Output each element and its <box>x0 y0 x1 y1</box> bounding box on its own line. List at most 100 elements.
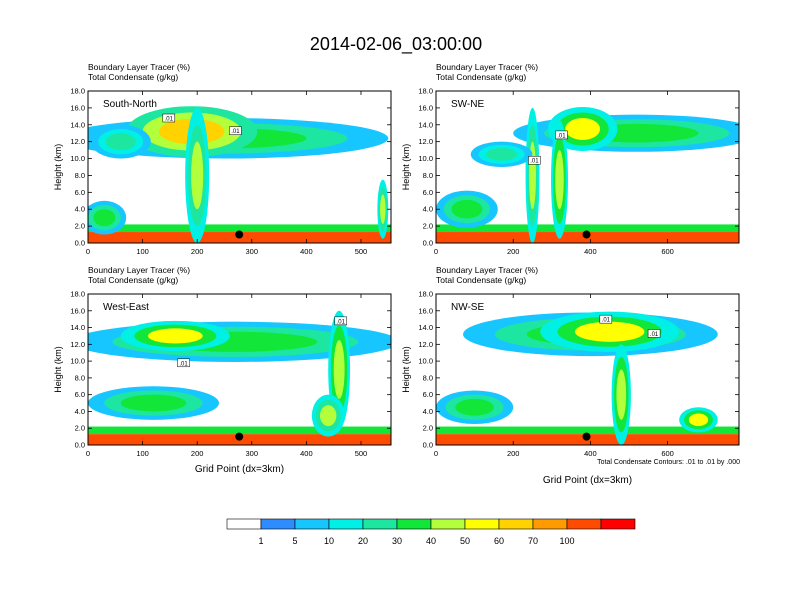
x-tick-label: 200 <box>191 247 204 256</box>
colorbar-swatch <box>226 518 262 530</box>
contour-label: .01 <box>165 117 174 123</box>
panel-subtitle: Boundary Layer Tracer (%) <box>88 62 190 72</box>
contour-label: .01 <box>602 318 611 324</box>
y-tick-label: 12.0 <box>418 137 433 146</box>
y-tick-label: 14.0 <box>70 120 85 129</box>
x-tick-label: 400 <box>300 449 313 458</box>
contour-label: .01 <box>557 133 566 139</box>
x-tick-label: 400 <box>584 449 597 458</box>
colorbar-label: 40 <box>426 536 436 546</box>
colorbar-swatch <box>498 518 534 530</box>
contour-label: .01 <box>650 332 659 338</box>
tracer-region <box>565 118 601 140</box>
y-tick-label: 6.0 <box>423 188 433 197</box>
colorbar-swatch <box>294 518 330 530</box>
x-tick-label: 300 <box>246 247 259 256</box>
contour-label-box <box>647 329 661 338</box>
panels: Boundary Layer Tracer (%)Total Condensat… <box>53 62 740 486</box>
y-tick-label: 14.0 <box>70 323 85 332</box>
colorbar-label: 50 <box>460 536 470 546</box>
tracer-field <box>88 91 391 243</box>
panel-subtitle: Total Condensate (g/kg) <box>436 72 526 82</box>
x-tick-label: 400 <box>584 247 597 256</box>
y-tick-label: 4.0 <box>423 205 433 214</box>
colorbar: 1 5 10 20 30 40 50 60 70 100 <box>226 518 636 546</box>
y-axis-label: Height (km) <box>53 346 63 393</box>
x-axis-label: Grid Point (dx=3km) <box>195 464 284 475</box>
tracer-region <box>191 141 204 210</box>
x-tick-label: 500 <box>355 247 368 256</box>
contour-label-box <box>334 316 348 326</box>
location-marker <box>582 230 591 239</box>
colorbar-swatch <box>464 518 500 530</box>
location-marker <box>235 230 244 239</box>
x-tick-label: 600 <box>661 449 674 458</box>
colorbar-swatch <box>566 518 602 530</box>
y-tick-label: 10.0 <box>70 154 85 163</box>
x-tick-label: 400 <box>300 247 313 256</box>
y-tick-label: 12.0 <box>418 340 433 349</box>
tracer-region <box>574 321 645 342</box>
colorbar-label: 20 <box>358 536 368 546</box>
contour-note: Total Condensate Contours: .01 to .01 by… <box>597 459 740 466</box>
x-tick-label: 300 <box>246 449 259 458</box>
x-axis-label: Grid Point (dx=3km) <box>543 475 632 486</box>
colorbar-swatch <box>328 518 364 530</box>
y-tick-label: 16.0 <box>70 306 85 315</box>
contour-label-box <box>177 358 190 368</box>
y-tick-label: 6.0 <box>75 390 85 399</box>
location-marker <box>235 432 244 441</box>
tracer-region <box>486 148 518 161</box>
x-tick-label: 500 <box>355 449 368 458</box>
chart-title: 2014-02-06_03:00:00 <box>310 34 482 55</box>
y-tick-label: 6.0 <box>423 390 433 399</box>
panel-subtitle: Boundary Layer Tracer (%) <box>436 62 538 72</box>
y-tick-label: 8.0 <box>423 373 433 382</box>
x-tick-label: 100 <box>136 247 149 256</box>
y-tick-label: 0.0 <box>75 239 85 248</box>
y-tick-label: 8.0 <box>423 171 433 180</box>
y-axis-label: Height (km) <box>401 346 411 393</box>
contour-label-box <box>229 126 242 135</box>
contour-label-box <box>599 314 613 324</box>
x-tick-label: 0 <box>434 247 438 256</box>
y-tick-label: 16.0 <box>418 306 433 315</box>
tracer-region <box>333 340 345 399</box>
panel-subtitle: Total Condensate (g/kg) <box>88 275 178 285</box>
section-label: NW-SE <box>451 302 484 313</box>
plot-frame <box>435 293 740 446</box>
y-tick-label: 2.0 <box>423 424 433 433</box>
colorbar-swatch <box>362 518 398 530</box>
y-tick-label: 8.0 <box>75 373 85 382</box>
y-tick-label: 14.0 <box>418 120 433 129</box>
contour-label-box <box>555 130 568 140</box>
colorbar-label: 100 <box>559 536 574 546</box>
y-tick-label: 2.0 <box>423 222 433 231</box>
y-tick-label: 6.0 <box>75 188 85 197</box>
y-tick-label: 12.0 <box>70 137 85 146</box>
colorbar-label: 10 <box>324 536 334 546</box>
contour-label: .01 <box>530 159 539 165</box>
tracer-layer <box>88 426 391 435</box>
location-marker <box>582 432 591 441</box>
panel-1: Boundary Layer Tracer (%)Total Condensat… <box>53 62 392 256</box>
section-label: SW-NE <box>451 99 484 110</box>
section-label: West-East <box>103 302 149 313</box>
x-tick-label: 0 <box>86 247 90 256</box>
tracer-region <box>555 150 564 210</box>
y-tick-label: 8.0 <box>75 171 85 180</box>
panel-4: Boundary Layer Tracer (%)Total Condensat… <box>401 265 740 486</box>
colorbar-label: 60 <box>494 536 504 546</box>
tracer-region <box>616 369 627 420</box>
y-tick-label: 0.0 <box>75 441 85 450</box>
colorbar-swatch <box>396 518 432 530</box>
x-tick-label: 100 <box>136 449 149 458</box>
colorbar-swatch <box>600 518 636 530</box>
colorbar-swatch <box>430 518 466 530</box>
tracer-region <box>455 398 494 416</box>
colorbar-label: 1 <box>258 536 263 546</box>
y-tick-label: 10.0 <box>418 357 433 366</box>
x-tick-label: 200 <box>507 247 520 256</box>
tracer-field <box>436 91 739 243</box>
